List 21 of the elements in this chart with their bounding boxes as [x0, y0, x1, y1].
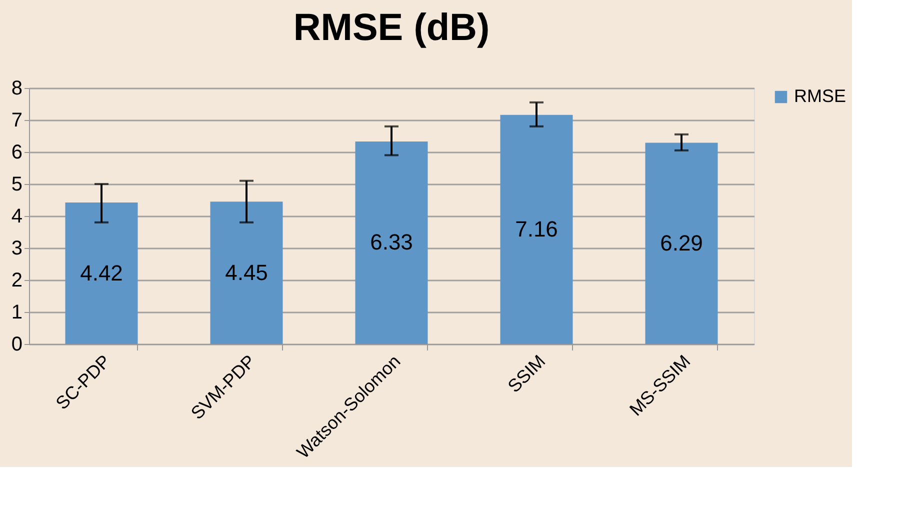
bar: [645, 142, 718, 344]
data-label: 6.29: [660, 230, 703, 256]
y-tick-label: 7: [11, 110, 22, 132]
data-label: 6.33: [370, 230, 413, 255]
data-label: 4.42: [80, 260, 123, 286]
y-tick-label: 1: [11, 302, 22, 324]
y-tick-label: 8: [11, 78, 22, 100]
y-tick-label: 6: [11, 142, 22, 164]
bar: [65, 202, 138, 344]
bar: [500, 114, 573, 344]
y-tick-label: 2: [11, 270, 22, 292]
legend-label: RMSE: [794, 86, 846, 106]
bar: [355, 141, 428, 344]
y-tick-label: 0: [11, 334, 22, 356]
bar: [210, 202, 283, 344]
y-tick-label: 5: [11, 174, 22, 196]
data-label: 4.45: [225, 260, 268, 285]
y-tick-label: 4: [11, 206, 22, 228]
chart-title: RMSE (dB): [293, 7, 490, 49]
y-tick-label: 3: [11, 238, 22, 260]
data-label: 7.16: [515, 216, 558, 242]
